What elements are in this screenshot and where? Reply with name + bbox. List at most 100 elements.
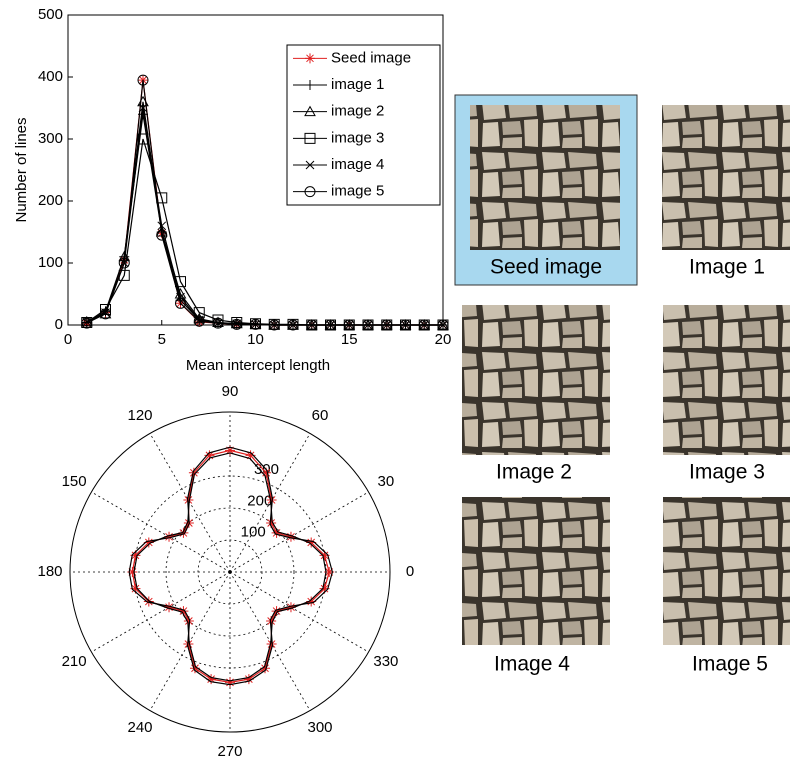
data-marker	[212, 317, 224, 329]
image-label: Image 4	[494, 653, 570, 676]
data-marker	[250, 318, 262, 330]
polar-marker	[164, 531, 175, 542]
polar-marker	[245, 450, 256, 461]
data-marker	[118, 257, 130, 269]
polar-grid-spoke	[229, 433, 311, 573]
data-marker	[362, 319, 374, 331]
texture	[470, 105, 620, 250]
y-axis-label: Number of lines	[13, 117, 30, 222]
texture	[663, 497, 790, 645]
x-tick-label: 5	[158, 331, 166, 348]
data-marker	[231, 318, 243, 330]
data-marker	[381, 319, 393, 331]
polar-marker	[127, 567, 138, 577]
data-line	[86, 80, 443, 326]
legend-label: image 3	[331, 129, 384, 146]
legend-marker	[304, 186, 316, 198]
polar-grid-spoke	[91, 491, 231, 573]
image-label: Image 2	[496, 461, 572, 484]
polar-line	[133, 452, 327, 682]
legend-marker	[305, 80, 315, 90]
polar-marker	[324, 567, 335, 577]
x-tick-label: 0	[64, 331, 72, 348]
polar-marker	[164, 602, 175, 613]
polar-marker	[183, 616, 194, 627]
polar-marker	[183, 494, 194, 505]
theta-tick-label: 120	[127, 407, 152, 424]
theta-tick-label: 150	[62, 473, 87, 490]
theta-tick-label: 240	[127, 719, 152, 736]
theta-tick-label: 270	[217, 743, 242, 760]
legend-label: image 5	[331, 183, 384, 200]
theta-tick-label: 30	[378, 473, 395, 490]
polar-grid-spoke	[91, 571, 231, 653]
polar-marker	[225, 677, 235, 688]
polar-grid-spoke	[229, 491, 369, 573]
polar-marker	[266, 616, 277, 627]
theta-tick-label: 210	[62, 653, 87, 670]
data-marker	[343, 319, 355, 331]
x-tick-label: 10	[247, 331, 264, 348]
texture	[462, 497, 610, 645]
y-tick-label: 0	[55, 316, 63, 333]
theta-tick-label: 300	[307, 719, 332, 736]
data-marker	[156, 229, 168, 241]
legend-label: image 1	[331, 76, 384, 93]
texture	[662, 105, 790, 250]
polar-grid-spoke	[149, 571, 231, 711]
polar-marker	[206, 674, 217, 685]
theta-tick-label: 180	[37, 563, 62, 580]
legend-label: image 2	[331, 103, 384, 120]
polar-marker	[183, 639, 194, 650]
x-axis-label: Mean intercept length	[186, 357, 330, 374]
polar-marker	[285, 602, 296, 613]
polar-grid-spoke	[149, 433, 231, 573]
polar-marker	[266, 517, 277, 528]
polar-marker	[266, 639, 277, 650]
legend-marker	[305, 53, 315, 64]
y-tick-label: 400	[38, 68, 63, 85]
data-marker	[175, 297, 187, 309]
data-marker	[137, 133, 149, 145]
data-marker	[156, 192, 168, 204]
polar-marker	[306, 537, 317, 548]
legend-box	[286, 44, 441, 206]
r-tick-label: 200	[247, 492, 272, 509]
legend-label: Seed image	[331, 49, 411, 66]
theta-tick-label: 0	[406, 563, 414, 580]
image-label: Image 1	[689, 256, 765, 279]
polar-grid-spoke	[229, 571, 369, 653]
polar-marker	[188, 467, 199, 478]
polar-marker	[266, 494, 277, 505]
polar-marker	[225, 445, 235, 456]
data-marker	[325, 319, 337, 331]
y-tick-label: 200	[38, 192, 63, 209]
y-tick-label: 300	[38, 130, 63, 147]
x-tick-label: 15	[341, 331, 358, 348]
data-marker	[137, 74, 149, 86]
polar-marker	[143, 537, 154, 548]
polar-line	[128, 446, 334, 686]
y-tick-label: 100	[38, 254, 63, 271]
legend-marker	[304, 132, 316, 144]
legend-marker	[305, 160, 315, 170]
data-marker	[400, 319, 412, 331]
polar-grid-spoke	[229, 571, 311, 711]
image-label: Seed image	[490, 256, 602, 279]
data-marker	[193, 315, 205, 327]
legend-marker	[304, 105, 316, 117]
texture	[462, 305, 610, 455]
data-marker	[232, 319, 242, 329]
data-marker	[306, 319, 318, 331]
data-marker	[437, 319, 449, 331]
polar-marker	[271, 606, 282, 617]
polar-marker	[271, 527, 282, 538]
polar-marker	[319, 550, 330, 561]
polar-grid-circle	[165, 507, 295, 637]
data-marker	[157, 221, 167, 231]
polar-marker	[130, 550, 141, 561]
data-marker	[81, 317, 93, 329]
polar-marker	[130, 583, 141, 594]
data-marker	[212, 316, 224, 328]
